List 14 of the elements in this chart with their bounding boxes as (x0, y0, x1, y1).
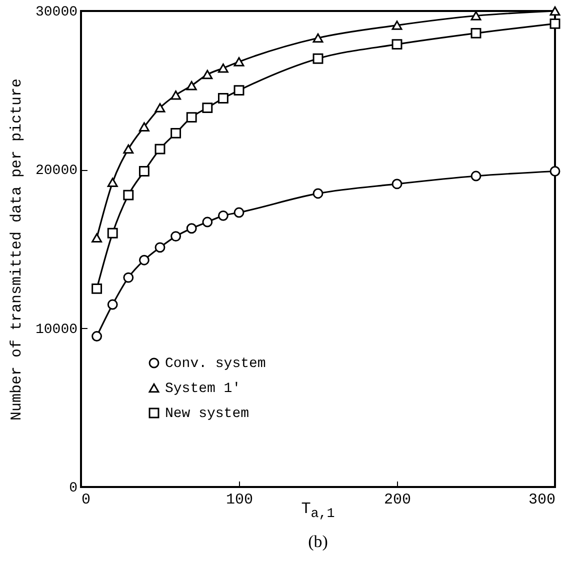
y-tick-label: 20000 (35, 163, 78, 180)
legend-label: System 1' (165, 381, 241, 397)
x-tick-label: 100 (226, 492, 254, 508)
y-tick-label: 30000 (35, 4, 78, 20)
y-axis-title: Number of transmitted data per picture (8, 78, 26, 421)
legend-label: New system (165, 406, 250, 422)
x-tick-label: 300 (528, 492, 556, 508)
y-tick-label: 0 (69, 480, 78, 496)
text: (b) (307, 532, 329, 552)
legend-label: Conv. system (165, 356, 266, 372)
x-axis-title: T$_{a,1}$ (301, 500, 335, 522)
x-tick-label: 0 (82, 492, 91, 508)
x-tick-label: 200 (384, 492, 412, 508)
y-tick-label: 10000 (35, 322, 78, 338)
